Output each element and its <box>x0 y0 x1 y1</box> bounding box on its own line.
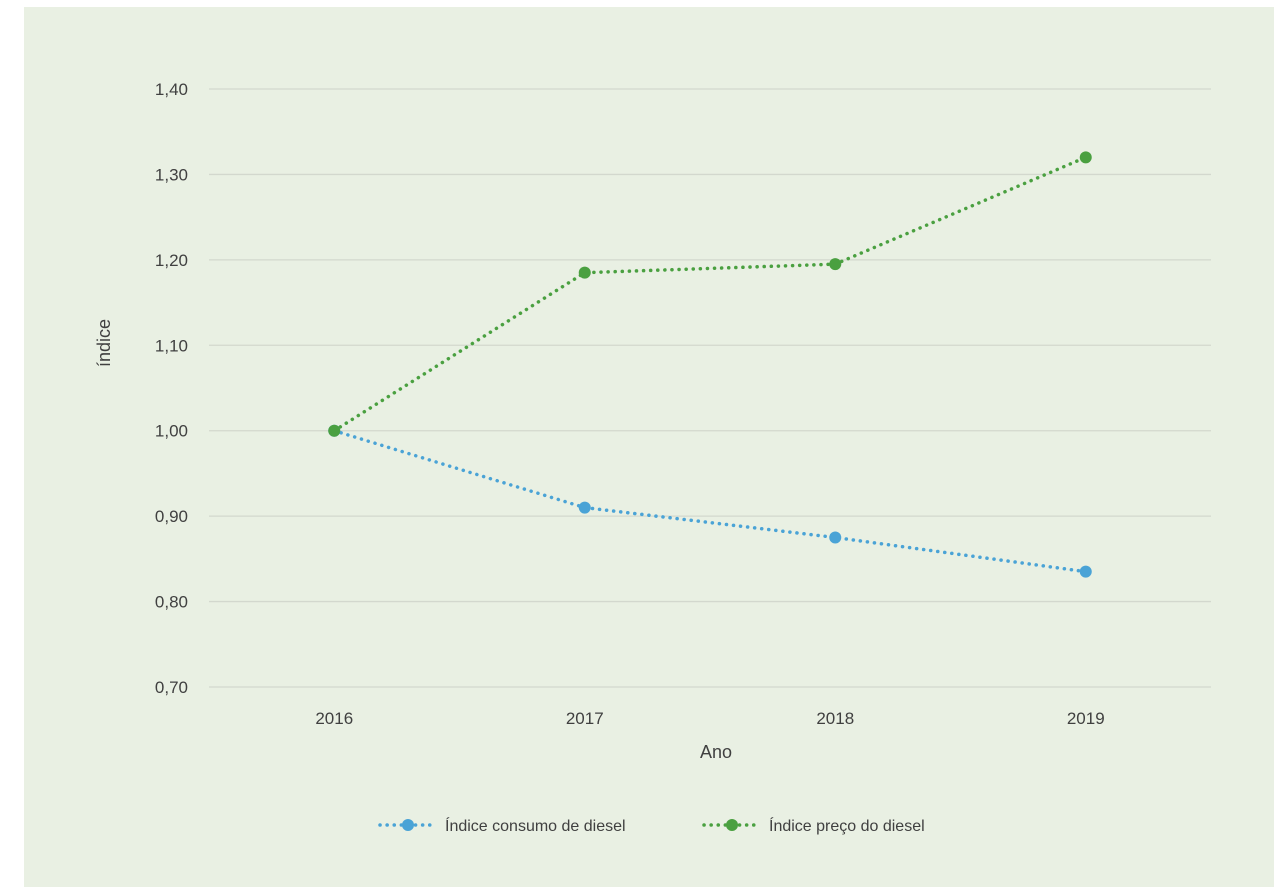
data-point <box>829 258 842 271</box>
x-tick-label: 2016 <box>315 709 353 728</box>
y-tick-label: 1,00 <box>155 422 188 441</box>
series-line <box>332 428 1088 574</box>
x-axis-ticks: 2016 2017 2018 2019 <box>315 709 1104 728</box>
y-tick-label: 1,10 <box>155 336 188 355</box>
line-chart: 0,700,800,901,001,101,201,301,40 2016 201… <box>94 80 1211 835</box>
data-point <box>328 424 341 437</box>
data-point <box>829 531 842 544</box>
x-tick-label: 2019 <box>1067 709 1105 728</box>
grid-lines <box>209 88 1211 688</box>
y-axis-ticks: 0,70 0,80 0,90 1,00 1,10 1,20 1,30 1,40 <box>155 80 188 697</box>
data-point <box>1079 565 1092 578</box>
legend-marker <box>726 819 738 831</box>
x-tick-label: 2018 <box>816 709 854 728</box>
legend-marker <box>402 819 414 831</box>
data-point <box>1079 151 1092 164</box>
series-points <box>328 151 1092 578</box>
legend-label: Índice consumo de diesel <box>445 816 626 835</box>
x-tick-label: 2017 <box>566 709 604 728</box>
y-axis-title: índice <box>94 319 114 367</box>
legend: Índice consumo de diesel Índice preço do … <box>378 816 925 835</box>
y-tick-label: 1,40 <box>155 80 188 99</box>
x-axis-title: Ano <box>700 742 732 762</box>
legend-item: Índice preço do diesel <box>702 816 925 835</box>
y-tick-label: 1,30 <box>155 165 188 184</box>
data-point <box>578 501 591 514</box>
chart-panel: 0,70 0,80 0,90 1,00 1,10 1,20 1,30 1,40 2016 201… <box>24 7 1274 887</box>
y-tick-label: 1,20 <box>155 251 188 270</box>
series-lines <box>332 155 1088 574</box>
y-tick-label: 0,70 <box>155 678 188 697</box>
series-line <box>332 155 1088 433</box>
data-point <box>578 266 591 279</box>
y-tick-label: 0,90 <box>155 507 188 526</box>
legend-item: Índice consumo de diesel <box>378 816 626 835</box>
legend-label: Índice preço do diesel <box>769 816 925 835</box>
y-tick-label: 0,80 <box>155 593 188 612</box>
